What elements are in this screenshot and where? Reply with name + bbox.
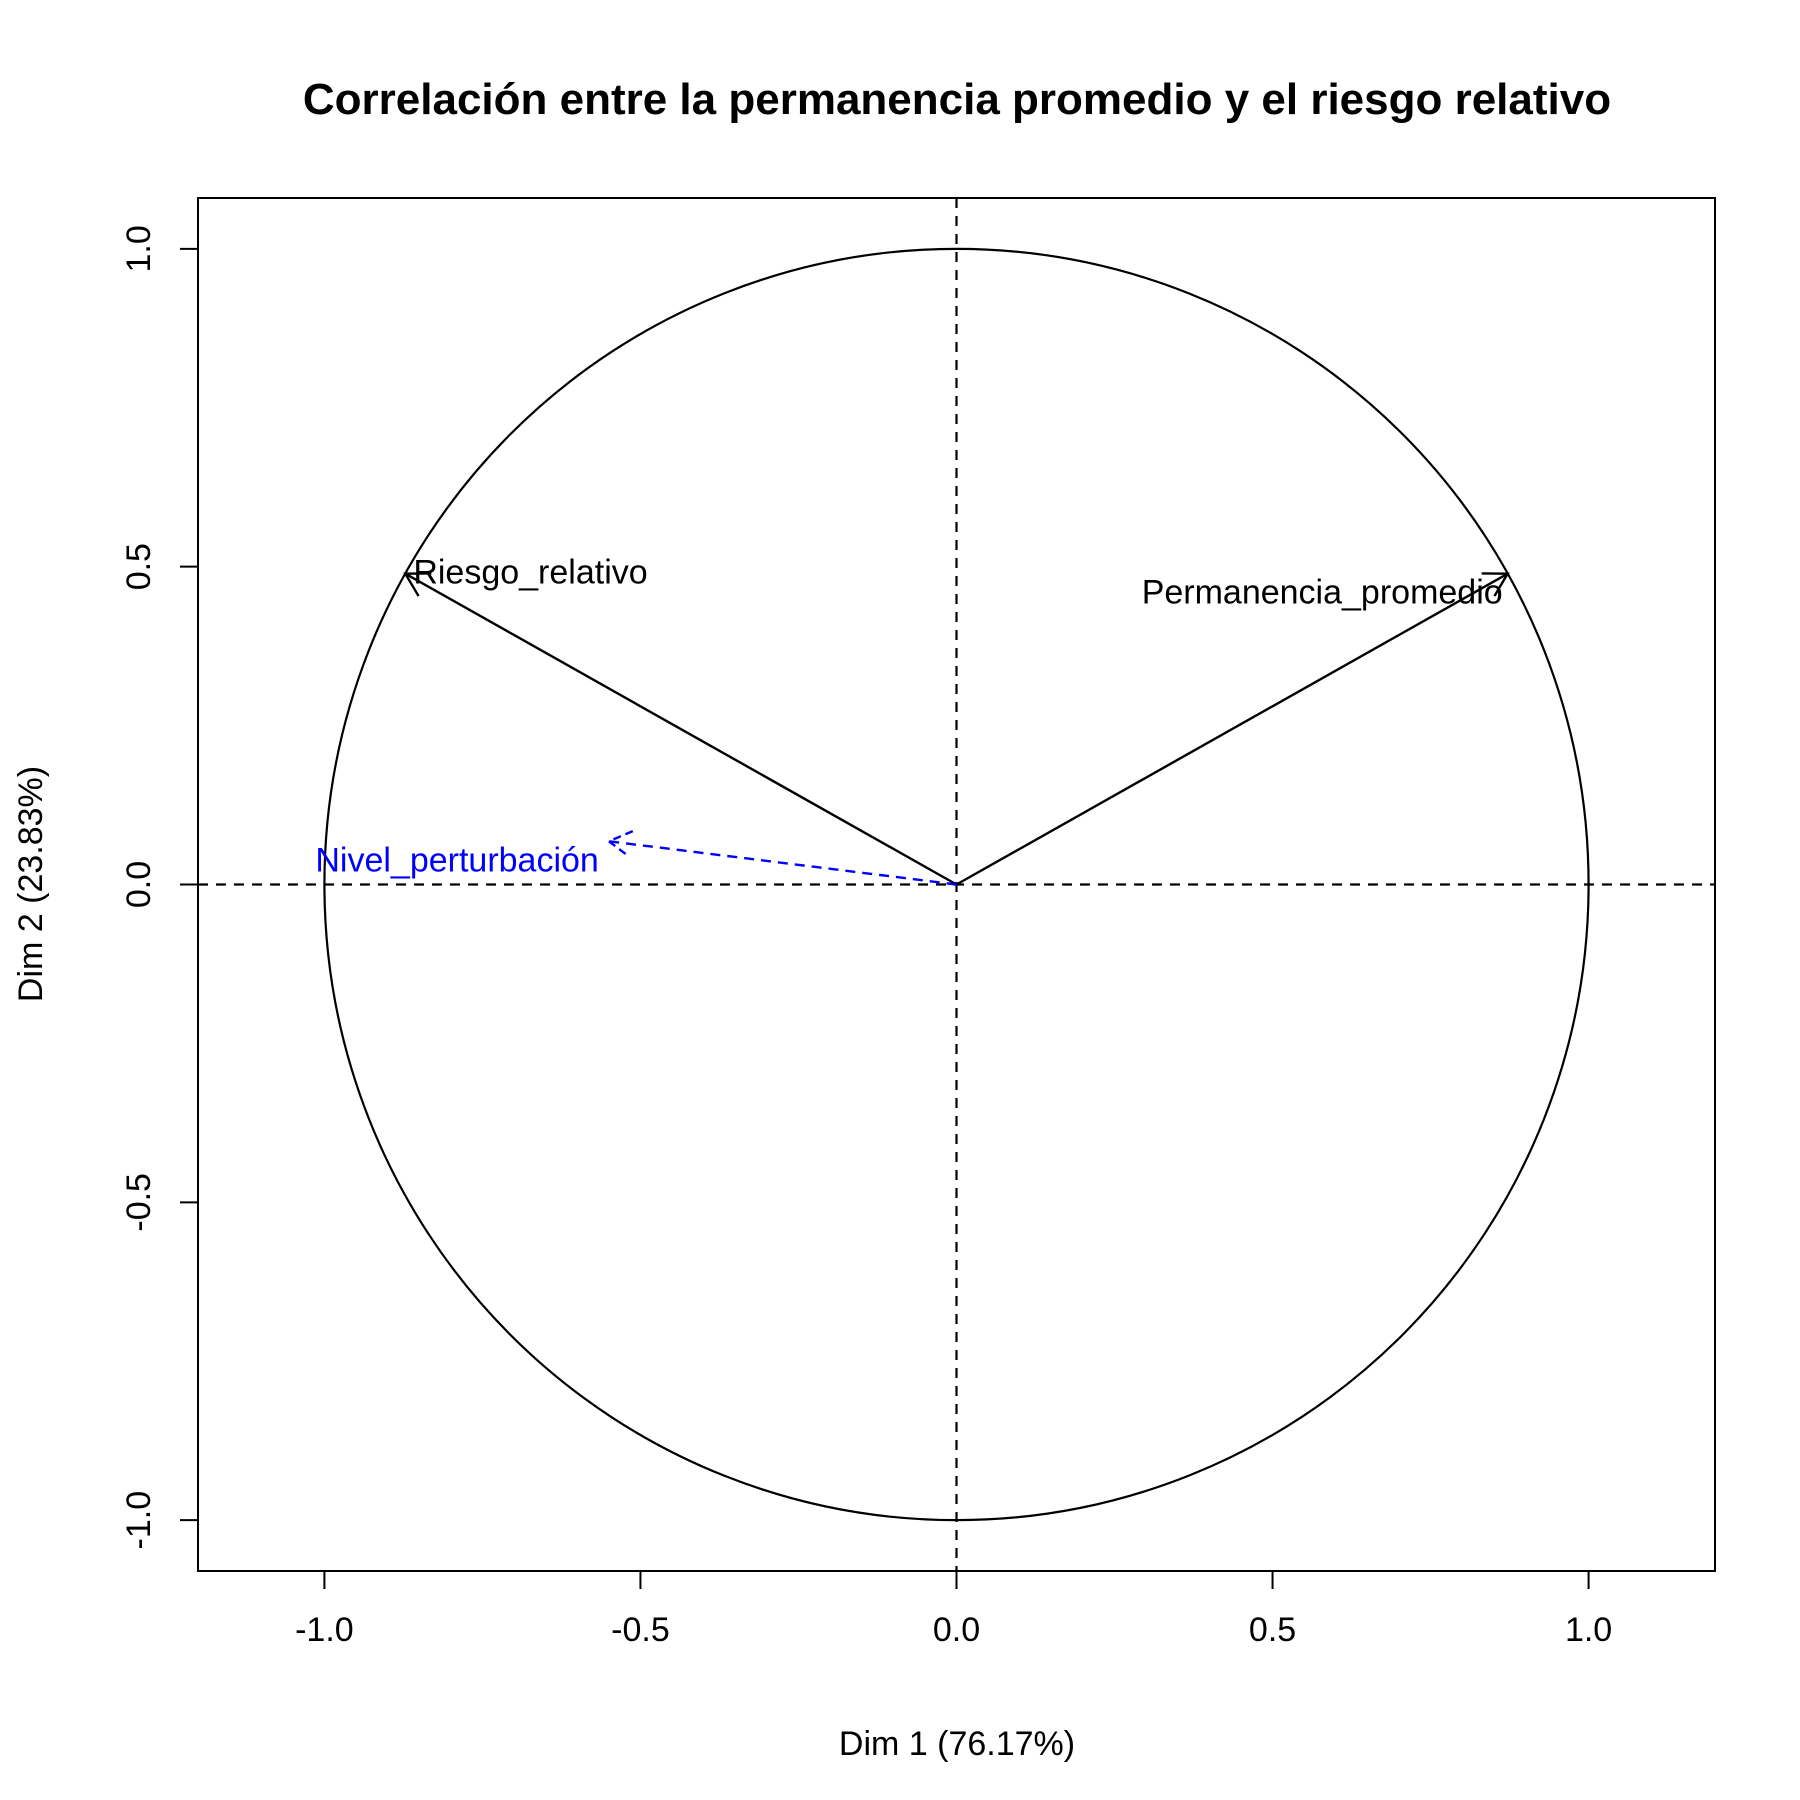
x-tick-label: -1.0 (295, 1611, 354, 1649)
x-axis: -1.0 -0.5 0.0 0.5 1.0 (295, 1570, 1612, 1649)
vector-riesgo-relativo (404, 572, 958, 886)
y-tick-label: 1.0 (120, 225, 158, 272)
y-axis: -1.0 -0.5 0.0 0.5 1.0 (120, 225, 199, 1550)
arrowhead-riesgo-relativo (403, 572, 432, 597)
y-tick-label: 0.5 (120, 543, 158, 590)
chart-title: Correlación entre la permanencia promedi… (303, 75, 1611, 124)
x-tick-label: -0.5 (611, 1611, 670, 1649)
vector-permanencia-promedio (955, 572, 1509, 886)
vector-nivel-perturbaci-n (608, 840, 957, 886)
vector-label-permanencia-promedio: Permanencia_promedio (1142, 574, 1503, 612)
arrowhead-permanencia-promedio (1481, 572, 1510, 597)
vector-label-nivel-perturbaci-n: Nivel_perturbación (315, 841, 599, 879)
variable-labels: Permanencia_promedio Riesgo_relativo Nivel… (315, 554, 1502, 880)
x-tick-label: 0.0 (933, 1611, 980, 1649)
y-axis-label: Dim 2 (23.83%) (12, 766, 50, 1002)
plot-area (198, 198, 1715, 1571)
x-axis-label: Dim 1 (76.17%) (839, 1725, 1075, 1763)
y-tick-label: -0.5 (120, 1173, 158, 1232)
x-tick-label: 1.0 (1565, 1611, 1612, 1649)
y-tick-label: 0.0 (120, 861, 158, 908)
arrowhead-nivel-perturbaci-n (606, 830, 634, 858)
vector-label-riesgo-relativo: Riesgo_relativo (413, 554, 647, 592)
y-tick-label: -1.0 (120, 1491, 158, 1550)
x-tick-label: 0.5 (1249, 1611, 1296, 1649)
